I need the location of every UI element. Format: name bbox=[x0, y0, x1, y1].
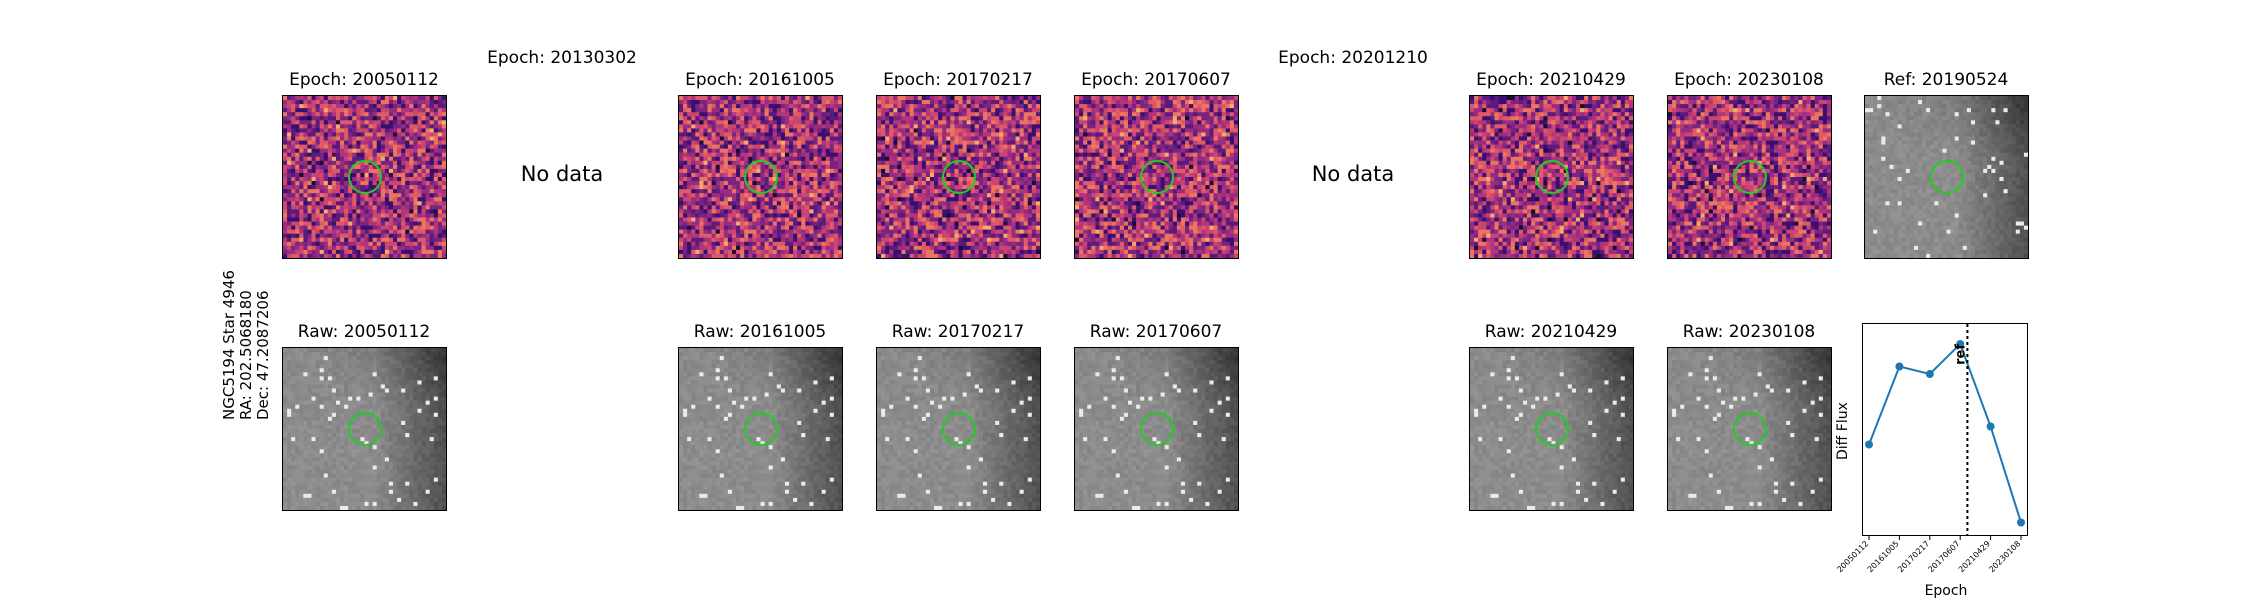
no-data-label-5: No data bbox=[1312, 162, 1395, 186]
diff-title-3: Epoch: 20170217 bbox=[883, 70, 1033, 90]
diff-title-6: Epoch: 20210429 bbox=[1476, 70, 1626, 90]
light-curve-svg: ref bbox=[1863, 324, 2027, 535]
diff-title-5: Epoch: 20201210 bbox=[1278, 48, 1428, 68]
diff-image-4 bbox=[1074, 95, 1239, 259]
raw-image-6 bbox=[1469, 347, 1634, 511]
raw-image-4 bbox=[1074, 347, 1239, 511]
x-tick-label: 20170217 bbox=[1896, 539, 1931, 574]
diff-title-4: Epoch: 20170607 bbox=[1081, 70, 1231, 90]
diff-image-2 bbox=[678, 95, 843, 259]
raw-title-7: Raw: 20230108 bbox=[1683, 322, 1816, 342]
diff-image-0 bbox=[282, 95, 447, 259]
ref-title: Ref: 20190524 bbox=[1884, 70, 2009, 90]
diff-title-2: Epoch: 20161005 bbox=[685, 70, 835, 90]
raw-title-2: Raw: 20161005 bbox=[694, 322, 827, 342]
light-curve-ylabel: Diff Flux bbox=[1835, 402, 1851, 460]
diff-title-0: Epoch: 20050112 bbox=[289, 70, 439, 90]
diff-image-7 bbox=[1667, 95, 1832, 259]
raw-image-3 bbox=[876, 347, 1041, 511]
raw-title-0: Raw: 20050112 bbox=[298, 322, 431, 342]
light-curve-x-axis: 2005011220161005201702172017060720210429… bbox=[1846, 536, 2046, 616]
target-info-label: NGC5194 Star 4946 RA: 202.5068180 Dec: 4… bbox=[221, 250, 241, 420]
x-tick-label: 20161005 bbox=[1866, 539, 1901, 574]
light-curve-line bbox=[1869, 344, 2021, 523]
light-curve-point bbox=[1926, 370, 1934, 378]
no-data-label-1: No data bbox=[521, 162, 604, 186]
light-curve-point bbox=[1865, 441, 1873, 449]
light-curve-point bbox=[1987, 423, 1995, 431]
light-curve-plot: ref bbox=[1862, 323, 2028, 536]
raw-title-6: Raw: 20210429 bbox=[1485, 322, 1618, 342]
x-tick-label: 20050112 bbox=[1835, 539, 1870, 574]
raw-image-0 bbox=[282, 347, 447, 511]
x-tick-label: 20230108 bbox=[1987, 539, 2022, 574]
raw-image-2 bbox=[678, 347, 843, 511]
raw-image-7 bbox=[1667, 347, 1832, 511]
x-tick-label: 20210429 bbox=[1957, 539, 1992, 574]
target-name: NGC5194 Star 4946 bbox=[221, 270, 238, 420]
light-curve-xlabel: Epoch bbox=[1925, 583, 1968, 599]
target-ra: RA: 202.5068180 bbox=[238, 290, 255, 420]
target-dec: Dec: 47.2087206 bbox=[255, 290, 272, 420]
diff-image-3 bbox=[876, 95, 1041, 259]
raw-title-3: Raw: 20170217 bbox=[892, 322, 1025, 342]
diff-title-1: Epoch: 20130302 bbox=[487, 48, 637, 68]
diff-title-7: Epoch: 20230108 bbox=[1674, 70, 1824, 90]
raw-title-4: Raw: 20170607 bbox=[1090, 322, 1223, 342]
reference-label: ref bbox=[1953, 344, 1968, 365]
light-curve-point bbox=[1895, 363, 1903, 371]
x-tick-label: 20170607 bbox=[1926, 539, 1961, 574]
ref-image bbox=[1864, 95, 2029, 259]
diff-image-6 bbox=[1469, 95, 1634, 259]
light-curve-point bbox=[2017, 519, 2025, 527]
